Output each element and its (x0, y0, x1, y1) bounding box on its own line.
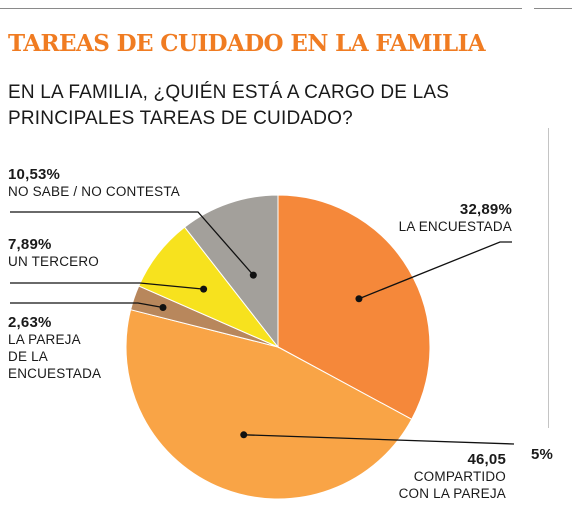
label-tercero: 7,89% UN TERCERO (8, 236, 99, 270)
leader-dot-no_sabe (249, 271, 257, 279)
label-no-sabe: 10,53% NO SABE / NO CONTESTA (8, 166, 180, 200)
pct-pareja: 2,63% (8, 314, 52, 331)
chart-subtitle: EN LA FAMILIA, ¿QUIÉN ESTÁ A CARGO DE LA… (8, 80, 449, 132)
side-label-text: 5% (531, 446, 554, 463)
label-compartido: 46,05 COMPARTIDO CON LA PAREJA (399, 451, 506, 502)
leader-line-no_sabe (10, 211, 254, 276)
label-la-encuestada: 32,89% LA ENCUESTADA (399, 201, 512, 235)
leader-line-la_encuestada (358, 241, 512, 300)
side-rule (548, 128, 549, 428)
label-pareja: 2,63% LA PAREJA DE LA ENCUESTADA (8, 314, 101, 382)
leader-dot-compartido (240, 431, 248, 439)
text-no-sabe: NO SABE / NO CONTESTA (8, 184, 180, 199)
leader-line-tercero (10, 282, 204, 290)
leader-dot-pareja (159, 304, 167, 312)
pct-la-encuestada: 32,89% (459, 201, 512, 218)
text-tercero: UN TERCERO (8, 254, 100, 269)
top-rule-left (0, 8, 522, 9)
text-compartido: COMPARTIDO CON LA PAREJA (398, 469, 506, 501)
text-pareja: LA PAREJA DE LA ENCUESTADA (8, 332, 102, 381)
leader-dot-la_encuestada (355, 295, 363, 303)
side-label: 5% (531, 446, 553, 463)
leader-line-compartido (243, 434, 515, 445)
pct-no-sabe: 10,53% (8, 166, 61, 183)
text-la-encuestada: LA ENCUESTADA (398, 219, 512, 234)
leader-dot-tercero (200, 285, 208, 293)
leader-line-pareja (10, 302, 164, 309)
page-title: TAREAS DE CUIDADO EN LA FAMILIA (8, 30, 486, 57)
pie-slice-la_encuestada (277, 194, 431, 421)
top-rule-right (534, 8, 572, 9)
subtitle-text: EN LA FAMILIA, ¿QUIÉN ESTÁ A CARGO DE LA… (8, 82, 450, 129)
pie-slice-compartido (125, 309, 413, 500)
pct-tercero: 7,89% (8, 236, 52, 253)
pct-compartido: 46,05 (467, 451, 506, 468)
pie-slice-no_sabe (183, 194, 279, 349)
